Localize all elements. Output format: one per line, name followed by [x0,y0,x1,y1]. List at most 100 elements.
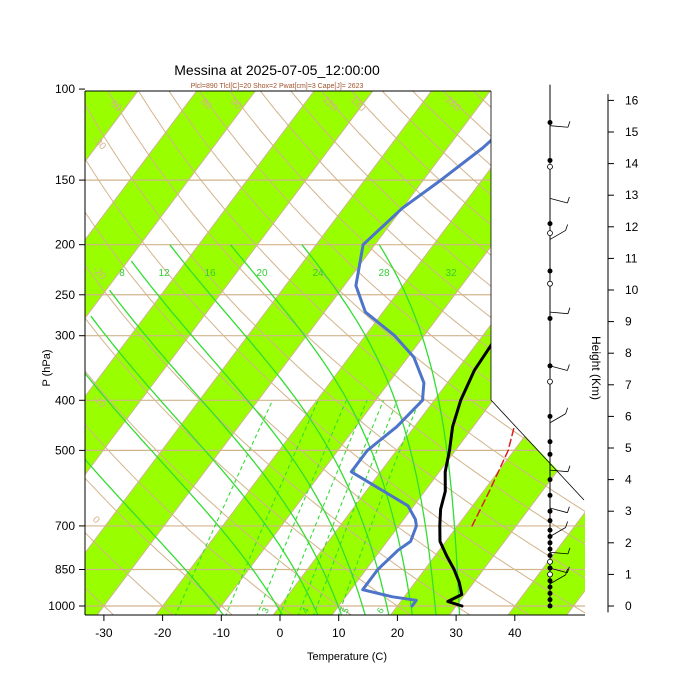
temperature-profile [438,211,585,608]
wind-level-dot [547,552,553,558]
moist-adiabat-label: 28 [378,268,390,279]
dry-adiabat [85,317,412,615]
mixing-ratio-line [225,400,319,615]
x-axis-label: Temperature (C) [307,651,387,663]
moist-adiabat [85,372,284,615]
wind-barb-flag [567,506,570,513]
height-tick-label: 8 [625,346,632,360]
wind-level-dot [547,268,553,274]
wind-level-dot [547,527,553,533]
isotherm-line [85,91,256,319]
wind-barb-flag [565,568,568,576]
wind-level-dot [547,590,553,596]
dry-adiabat [85,370,352,615]
dry-adiabat [168,91,585,480]
plot-cutout [491,91,585,499]
wind-barb-flag [565,521,568,528]
wind-level-dot [547,120,553,126]
wind-barb-flag [567,121,571,128]
wind-barb-flag [565,224,568,231]
wind-barb [549,469,568,473]
wind-level-dot [547,492,553,498]
height-tick-label: 3 [625,504,632,518]
dry-adiabat [137,91,585,512]
wind-barb [549,567,568,574]
dry-adiabat [85,531,174,615]
isotherm-line [507,511,585,615]
isotherm-band [155,91,585,615]
x-tick-label: 20 [391,626,405,640]
height-tick-label: 9 [625,315,632,329]
moist-adiabat [109,289,343,615]
moist-adiabat [169,244,390,615]
height-tick-label: 0 [625,599,632,613]
plot-cutout-edge [490,91,585,501]
wind-barb-flag [567,196,570,204]
wind-level-open-dot [547,280,553,287]
chart-subtitle: Plcl=890 Tlcl[C]=20 Shox=2 Pwat[cm]=3 Ca… [191,83,364,90]
wind-barb [549,527,566,537]
wind-level-dot [547,451,553,457]
y-tick-label: 700 [55,519,75,533]
dry-adiabat [198,91,585,448]
dry-adiabat [85,264,471,615]
y-tick-label: 400 [55,393,75,407]
isotherm-line [448,433,585,615]
mixing-ratio-line [256,400,347,615]
dewpoint-profile [349,98,538,608]
wind-barb [549,551,568,555]
dry-adiabat [85,103,585,579]
y-tick-label: 150 [55,173,75,187]
mixing-ratio-label: 6 [375,606,386,615]
wind-level-open-dot [547,163,553,170]
wind-barb-flag [567,566,570,573]
dry-adiabat [85,423,293,615]
wind-barb [549,125,568,128]
y-tick-label: 250 [55,288,75,302]
height-axis-label: Height (Km) [589,336,603,400]
moist-adiabat [301,244,437,615]
wind-level-dot [547,597,553,603]
height-tick-label: 7 [625,378,632,392]
isotherm-line [85,91,315,398]
wind-level-dot [547,508,553,514]
wind-barb-flag [565,407,568,414]
wind-level-open-dot [547,571,553,578]
x-tick-label: 40 [508,626,522,640]
isotherm-line [85,91,374,476]
wind-barb-flag [567,465,571,472]
wind-barb [549,365,568,371]
x-tick-label: -30 [95,626,113,640]
isotherm-line [96,91,491,615]
height-tick-label: 4 [625,473,632,487]
height-tick-label: 1 [625,567,632,581]
height-tick-label: 13 [625,188,639,202]
height-tick-label: 15 [625,125,639,139]
wind-level-dot [547,413,553,419]
wind-level-dot [547,578,553,584]
mixing-ratio-line [174,400,274,615]
isotherm-line [85,91,433,554]
mixing-ratio-label: 4 [300,606,311,615]
moist-adiabat [85,458,225,615]
height-tick-label: 10 [625,283,639,297]
wind-barb [549,507,568,514]
wind-level-dot [547,533,553,539]
y-tick-label: 100 [55,82,75,96]
wind-level-open-dot [547,378,553,385]
dry-adiabat [107,91,585,545]
mixing-ratio-label: 3 [260,606,271,615]
isotherm-line [390,355,585,615]
x-tick-label: 0 [277,626,284,640]
wind-level-dot [547,477,553,483]
wind-level-dot [547,315,553,321]
wind-barb-flag [567,364,570,371]
dry-adiabat [259,91,585,387]
moist-adiabat [378,244,461,615]
wind-barb [549,197,568,204]
wind-barb [549,311,568,315]
wind-barb [549,574,566,585]
wind-level-dot [547,439,553,445]
wind-level-dot [547,221,553,227]
